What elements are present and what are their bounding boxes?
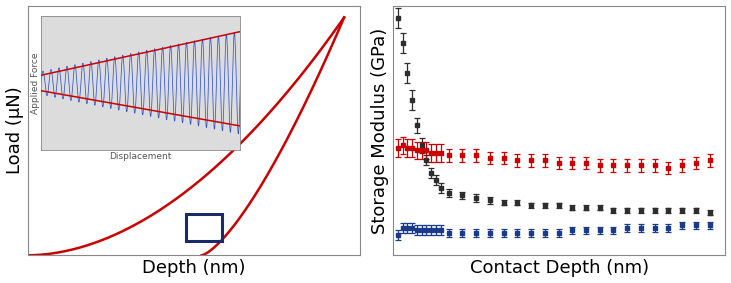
- X-axis label: Depth (nm): Depth (nm): [142, 260, 246, 277]
- X-axis label: Contact Depth (nm): Contact Depth (nm): [470, 260, 649, 277]
- Y-axis label: Load (μN): Load (μN): [6, 87, 23, 174]
- Bar: [186, 214, 222, 241]
- Y-axis label: Storage Modulus (GPa): Storage Modulus (GPa): [371, 27, 389, 233]
